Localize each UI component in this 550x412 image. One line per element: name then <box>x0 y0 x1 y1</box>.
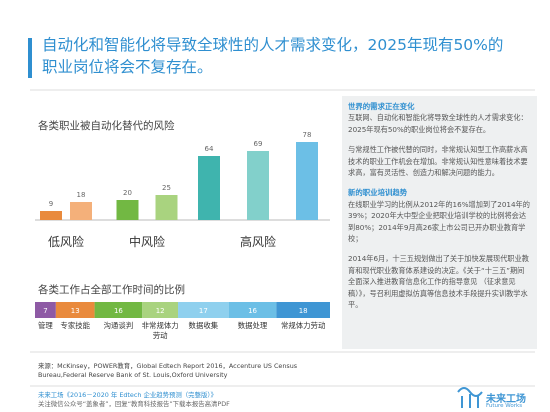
bar-segment <box>94 302 143 318</box>
category-label: 中风险 <box>129 234 165 249</box>
bar-segment <box>35 302 56 318</box>
value-label: 17 <box>199 307 208 315</box>
footer-text: 未来工场《2016－2020 年 Edtech 企业趋势预测（完整版）》 <box>38 391 217 399</box>
segment-label: 沟通谈判 <box>103 321 134 330</box>
panel-text: 与常规性工作被代替的同时，非常规认知型工作高薪水高技术的职业工作机会在增加。非常… <box>348 145 528 178</box>
bar <box>296 142 318 220</box>
side-panel: 世界的需求正在变化 互联网、自动化和智能化将导致全球性的人才需求变化：2025年… <box>342 96 537 349</box>
bar <box>116 200 139 220</box>
footer-text: 关注微信公众号“盖象者”，回复“教育科技报告”下载本报告高清PDF <box>38 400 230 408</box>
value-label: 25 <box>162 184 171 192</box>
chart-title: 各类工作占全部工作时间的比例 <box>38 284 185 296</box>
value-label: 18 <box>77 191 86 199</box>
panel-text: 2014年6月，十三五规划做出了关于加快发展现代职业教育和现代职业教育体系建设的… <box>348 254 529 310</box>
value-label: 18 <box>299 307 308 315</box>
value-label: 7 <box>43 307 47 315</box>
value-label: 69 <box>254 140 263 148</box>
bar-segment <box>55 302 95 318</box>
panel-heading: 新的职业培训趋势 <box>348 188 408 198</box>
logo-icon <box>457 387 483 408</box>
bar <box>247 151 269 220</box>
panel-heading: 世界的需求正在变化 <box>348 102 415 111</box>
value-label: 20 <box>123 189 132 197</box>
bar <box>70 202 92 220</box>
logo-subtext: Future Works <box>486 403 523 409</box>
bar <box>40 211 62 220</box>
bar <box>198 156 220 220</box>
slide-title: 自动化和智能化将导致全球性的人才需求变化，2025年现有50%的职业岗位将会不复… <box>42 36 504 76</box>
bar <box>155 195 178 220</box>
value-label: 12 <box>156 307 165 315</box>
value-label: 78 <box>303 131 312 139</box>
bar-segment <box>276 302 330 318</box>
bar-segment <box>142 302 179 318</box>
panel-text: 互联网、自动化和智能化将导致全球性的人才需求变化：2025年现有50%的职业岗位… <box>348 113 528 134</box>
category-label: 低风险 <box>48 234 84 249</box>
segment-label: 管理 <box>38 321 53 330</box>
logo-text: 未来工场 <box>486 394 526 405</box>
segment-label: 专家技能 <box>60 321 90 330</box>
segment-label: 常规体力劳动 <box>280 321 326 330</box>
source-note: 来源：McKinsey，POWER教育，Global Edtech Report… <box>38 362 298 379</box>
bar-segment <box>178 302 229 318</box>
segment-label: 非常规体力劳动 <box>141 321 179 340</box>
chart-title: 各类职业被自动化替代的风险 <box>38 120 175 132</box>
segment-label: 数据处理 <box>237 321 268 330</box>
value-label: 16 <box>114 307 123 315</box>
bar-segment <box>228 302 277 318</box>
title-accent <box>28 38 32 78</box>
value-label: 16 <box>248 307 257 315</box>
value-label: 13 <box>71 307 80 315</box>
segment-label: 数据收集 <box>188 321 219 330</box>
value-label: 9 <box>49 200 53 208</box>
value-label: 64 <box>205 145 214 153</box>
category-label: 高风险 <box>240 234 276 249</box>
panel-text: 在线职业学习的比例从2012年的16%增加到了2014年的39%；2020年大中… <box>348 199 530 244</box>
